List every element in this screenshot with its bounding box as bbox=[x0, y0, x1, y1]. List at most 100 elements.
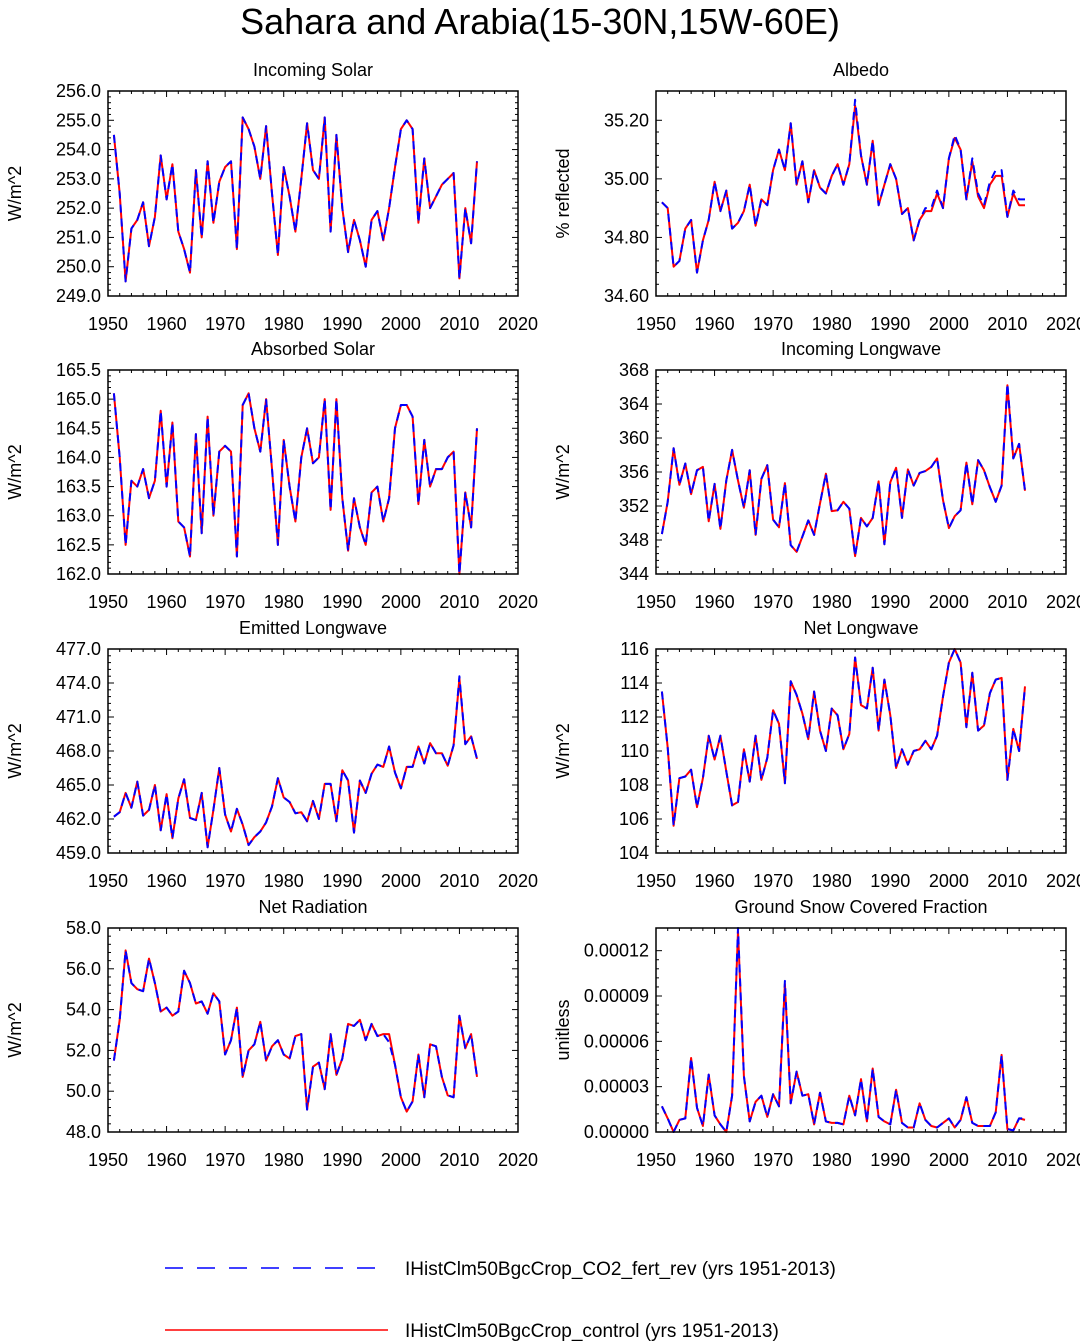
x-tick-label: 1970 bbox=[753, 871, 793, 891]
series-line-1 bbox=[660, 927, 1025, 1133]
x-tick-label: 2010 bbox=[987, 592, 1027, 612]
x-tick-label: 2000 bbox=[929, 592, 969, 612]
plot-frame bbox=[107, 927, 519, 1133]
x-tick-label: 2020 bbox=[498, 871, 538, 891]
x-tick-label: 1960 bbox=[695, 1150, 735, 1170]
x-tick-label: 2000 bbox=[929, 314, 969, 334]
y-tick-label: 459.0 bbox=[56, 843, 101, 863]
y-tick-label: 348 bbox=[619, 530, 649, 550]
y-tick-label: 48.0 bbox=[66, 1122, 101, 1142]
y-tick-label: 50.0 bbox=[66, 1081, 101, 1101]
y-tick-label: 162.5 bbox=[56, 535, 101, 555]
y-tick-label: 252.0 bbox=[56, 198, 101, 218]
panel-5: Emitted Longwave W/m^2 1950 1960 1970 1980 199… bbox=[5, 618, 538, 891]
x-tick-label: 2020 bbox=[498, 592, 538, 612]
y-tick-label: 110 bbox=[620, 741, 649, 761]
panel-title: Net Longwave bbox=[803, 618, 918, 638]
x-tick-label: 2020 bbox=[498, 1150, 538, 1170]
x-tick-label: 1990 bbox=[322, 1150, 362, 1170]
x-tick-label: 2020 bbox=[1046, 314, 1080, 334]
panel-title: Incoming Longwave bbox=[781, 339, 941, 359]
plot-frame bbox=[655, 648, 1067, 854]
y-tick-label: 52.0 bbox=[66, 1040, 101, 1060]
x-tick-label: 2020 bbox=[498, 314, 538, 334]
series-line-2 bbox=[112, 392, 478, 575]
x-tick-label: 1980 bbox=[264, 314, 304, 334]
x-tick-label: 1990 bbox=[322, 871, 362, 891]
y-tick-label: 250.0 bbox=[56, 257, 101, 277]
x-tick-label: 1950 bbox=[88, 314, 128, 334]
series-line-2 bbox=[660, 384, 1026, 558]
series-line-1 bbox=[112, 949, 478, 1113]
y-axis-label: W/m^2 bbox=[5, 444, 25, 499]
panel-title: Absorbed Solar bbox=[251, 339, 375, 359]
legend-label-1: IHistClm50BgcCrop_CO2_fert_rev (yrs 1951… bbox=[405, 1259, 836, 1280]
x-tick-label: 1980 bbox=[812, 314, 852, 334]
x-tick-label: 1960 bbox=[147, 314, 187, 334]
panel-7: Net Radiation W/m^2 1950 1960 1970 1980 1990 20… bbox=[5, 897, 538, 1170]
x-tick-label: 1980 bbox=[264, 592, 304, 612]
y-axis-label: W/m^2 bbox=[5, 1002, 25, 1057]
plot-frame bbox=[107, 369, 519, 575]
panel-title: Net Radiation bbox=[258, 897, 367, 917]
y-tick-label: 462.0 bbox=[56, 809, 101, 829]
y-tick-label: 54.0 bbox=[66, 1000, 101, 1020]
x-tick-label: 2020 bbox=[1046, 592, 1080, 612]
plot-frame bbox=[107, 648, 519, 854]
x-tick-label: 1950 bbox=[636, 314, 676, 334]
y-tick-label: 253.0 bbox=[56, 169, 101, 189]
y-tick-label: 360 bbox=[619, 428, 649, 448]
figure-title: Sahara and Arabia(15-30N,15W-60E) bbox=[240, 1, 840, 42]
panel-title: Albedo bbox=[833, 60, 889, 80]
y-tick-label: 344 bbox=[619, 564, 649, 584]
y-tick-label: 165.5 bbox=[56, 360, 101, 380]
plot-frame bbox=[655, 90, 1067, 297]
x-tick-label: 2000 bbox=[929, 871, 969, 891]
x-tick-label: 1960 bbox=[695, 871, 735, 891]
x-tick-label: 1960 bbox=[695, 592, 735, 612]
panel-title: Emitted Longwave bbox=[239, 618, 387, 638]
y-tick-label: 34.80 bbox=[604, 227, 649, 247]
x-tick-label: 1970 bbox=[753, 1150, 793, 1170]
y-tick-label: 465.0 bbox=[56, 775, 101, 795]
x-tick-label: 1950 bbox=[636, 1150, 676, 1170]
x-tick-label: 1960 bbox=[147, 871, 187, 891]
x-tick-label: 2020 bbox=[1046, 1150, 1080, 1170]
x-tick-label: 1970 bbox=[753, 592, 793, 612]
x-tick-label: 1980 bbox=[812, 1150, 852, 1170]
y-axis-label: % reflected bbox=[553, 148, 573, 238]
y-tick-label: 254.0 bbox=[56, 140, 101, 160]
x-tick-label: 1950 bbox=[88, 871, 128, 891]
x-tick-label: 1960 bbox=[695, 314, 735, 334]
y-tick-label: 116 bbox=[620, 639, 649, 659]
panel-6: Net Longwave W/m^2 1950 1960 1970 1980 1990 200… bbox=[553, 618, 1080, 891]
x-tick-label: 1950 bbox=[636, 592, 676, 612]
y-tick-label: 256.0 bbox=[56, 81, 101, 101]
plot-frame bbox=[655, 927, 1067, 1133]
y-tick-label: 0.00003 bbox=[584, 1077, 649, 1097]
x-tick-label: 1970 bbox=[205, 871, 245, 891]
y-tick-label: 364 bbox=[619, 394, 649, 414]
y-tick-label: 477.0 bbox=[56, 639, 101, 659]
series-line-2 bbox=[112, 116, 478, 283]
y-tick-label: 164.5 bbox=[56, 418, 101, 438]
y-axis-label: W/m^2 bbox=[5, 166, 25, 221]
x-tick-label: 2010 bbox=[987, 1150, 1027, 1170]
x-tick-label: 1970 bbox=[205, 1150, 245, 1170]
panel-8: Ground Snow Covered Fraction unitless 1950… bbox=[553, 897, 1080, 1170]
x-tick-label: 2000 bbox=[929, 1150, 969, 1170]
series-line-2 bbox=[113, 677, 478, 849]
y-tick-label: 0.00012 bbox=[584, 941, 649, 961]
y-tick-label: 162.0 bbox=[56, 564, 101, 584]
panel-2: Albedo % reflected 1950 1960 1970 1980 1990 200… bbox=[553, 60, 1080, 334]
y-tick-label: 255.0 bbox=[56, 110, 101, 130]
y-axis-label: W/m^2 bbox=[5, 723, 25, 778]
y-tick-label: 108 bbox=[619, 775, 649, 795]
panel-4: Incoming Longwave W/m^2 1950 1960 1970 1980 19… bbox=[553, 339, 1080, 612]
series-line-1 bbox=[660, 648, 1026, 827]
x-tick-label: 1990 bbox=[322, 592, 362, 612]
x-tick-label: 2020 bbox=[1046, 871, 1080, 891]
series-line-1 bbox=[113, 675, 478, 849]
x-tick-label: 1970 bbox=[753, 314, 793, 334]
